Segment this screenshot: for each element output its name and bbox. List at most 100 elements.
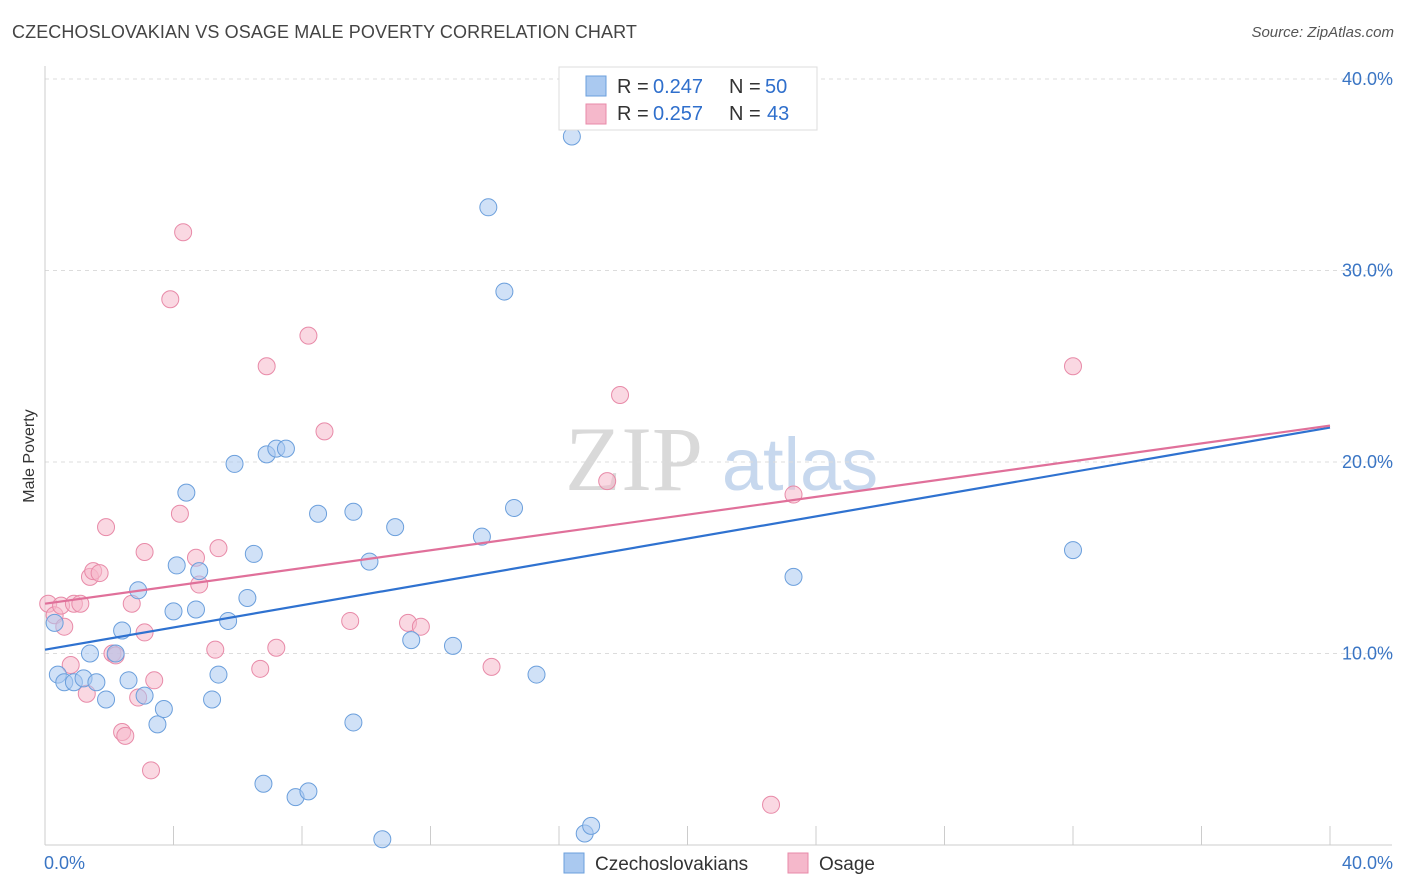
legend-r-value-2: 0.257 — [653, 103, 703, 125]
data-point — [61, 655, 80, 674]
data-point — [402, 631, 421, 650]
data-point — [190, 562, 209, 581]
y-tick-label: 20.0% — [1342, 452, 1393, 472]
grid — [45, 78, 1392, 654]
series-legend-swatch-blue — [563, 852, 585, 874]
data-point — [251, 659, 270, 678]
data-point — [174, 223, 193, 242]
series-legend-label-blue: Czechoslovakians — [595, 854, 748, 875]
watermark-zip: ZIP — [565, 408, 703, 510]
legend-r-label-2: R = — [617, 103, 649, 125]
x-tick-label: 0.0% — [44, 853, 85, 873]
data-point — [784, 567, 803, 586]
data-point — [145, 671, 164, 690]
data-point — [598, 472, 617, 491]
series-legend-swatch-pink — [787, 852, 809, 874]
series-legend: Czechoslovakians Osage — [563, 852, 875, 875]
data-point — [386, 518, 405, 537]
data-point — [203, 690, 222, 709]
data-point — [341, 611, 360, 630]
data-point — [154, 700, 173, 719]
data-point — [206, 640, 225, 659]
x-tick-labels: 0.0% 40.0% — [44, 853, 1393, 873]
data-point — [582, 816, 601, 835]
watermark: ZIP atlas — [565, 408, 878, 510]
chart-title: CZECHOSLOVAKIAN VS OSAGE MALE POVERTY CO… — [12, 22, 637, 42]
y-tick-label: 30.0% — [1342, 261, 1393, 281]
data-point — [254, 774, 273, 793]
data-point — [299, 326, 318, 345]
data-point — [119, 671, 138, 690]
legend-r-label-1: R = — [617, 76, 649, 98]
y-axis-label: Male Poverty — [21, 409, 38, 502]
series-legend-label-pink: Osage — [819, 854, 875, 875]
y-tick-labels: 10.0% 20.0% 30.0% 40.0% — [1342, 69, 1393, 664]
data-point — [106, 644, 125, 663]
data-point — [443, 636, 462, 655]
data-point — [411, 617, 430, 636]
legend-swatch-blue — [585, 75, 607, 97]
data-point — [209, 539, 228, 558]
legend-n-label-1: N = — [729, 76, 761, 98]
data-point — [97, 690, 116, 709]
data-point — [90, 564, 109, 583]
data-point — [45, 613, 64, 632]
trend-line-osage — [44, 424, 1331, 605]
data-point — [373, 830, 392, 849]
data-point — [244, 544, 263, 563]
data-point — [170, 504, 189, 523]
data-point — [344, 713, 363, 732]
data-point — [611, 385, 630, 404]
data-point — [315, 422, 334, 441]
data-point — [1064, 357, 1082, 376]
data-point — [257, 357, 276, 376]
data-point — [344, 502, 363, 521]
data-point — [80, 644, 99, 663]
data-point — [527, 665, 546, 684]
legend-swatch-pink — [585, 103, 607, 125]
data-point — [87, 673, 106, 692]
data-point — [148, 715, 167, 734]
osage-points — [39, 223, 1082, 814]
data-point — [225, 454, 244, 473]
data-point — [135, 543, 154, 562]
data-point — [482, 657, 501, 676]
data-point — [97, 518, 116, 537]
data-point — [360, 552, 379, 571]
data-point — [161, 290, 180, 309]
trend-line-czechoslovakians — [44, 426, 1331, 651]
legend-r-value-1: 0.247 — [653, 76, 703, 98]
stats-legend: R = 0.247 N = 50 R = 0.257 N = 43 — [558, 66, 818, 131]
data-point — [1064, 541, 1082, 560]
data-point — [472, 527, 491, 546]
data-point — [238, 588, 257, 607]
data-point — [177, 483, 196, 502]
y-tick-label: 40.0% — [1342, 69, 1393, 89]
legend-n-value-1: 50 — [765, 76, 787, 98]
data-point — [135, 686, 154, 705]
data-point — [276, 439, 295, 458]
x-tick-label: 40.0% — [1342, 853, 1393, 873]
data-point — [299, 782, 318, 801]
data-point — [164, 602, 183, 621]
data-point — [479, 198, 498, 217]
data-point — [167, 556, 186, 575]
trend-lines — [44, 424, 1331, 651]
legend-n-value-2: 43 — [767, 103, 789, 125]
source-note: Source: ZipAtlas.com — [1251, 24, 1394, 41]
data-point — [505, 498, 524, 517]
legend-n-label-2: N = — [729, 103, 761, 125]
data-point — [142, 761, 161, 780]
czechoslovakian-points — [45, 127, 1082, 849]
data-point — [309, 504, 328, 523]
axes — [44, 66, 1392, 846]
data-point — [762, 795, 781, 814]
data-point — [495, 282, 514, 301]
y-tick-label: 10.0% — [1342, 644, 1393, 664]
data-point — [267, 638, 286, 657]
data-point — [219, 611, 238, 630]
data-point — [209, 665, 228, 684]
data-point — [186, 600, 205, 619]
data-point — [116, 726, 135, 745]
